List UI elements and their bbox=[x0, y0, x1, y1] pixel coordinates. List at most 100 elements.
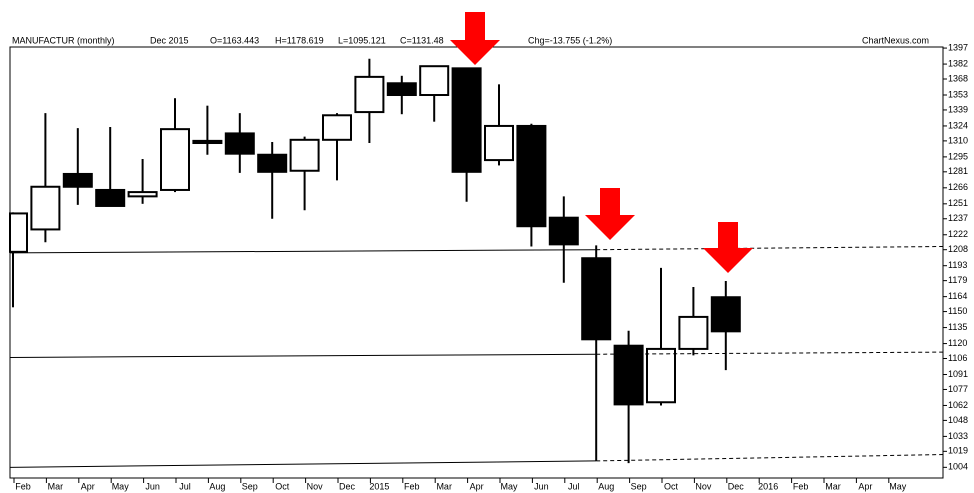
x-tick-label: Apr bbox=[858, 481, 872, 491]
x-tick-label: Mar bbox=[48, 481, 64, 491]
y-tick-label: 1150 bbox=[948, 306, 967, 316]
y-tick-label: 1019 bbox=[948, 446, 968, 456]
arrows bbox=[450, 12, 753, 273]
x-tick-label: Nov bbox=[695, 481, 712, 491]
arrow bbox=[585, 188, 635, 240]
candle-body bbox=[386, 82, 417, 97]
y-tick-label: 1295 bbox=[948, 151, 968, 161]
header-change: Chg=-13.755 (-1.2%) bbox=[528, 35, 612, 45]
x-tick-label: 2016 bbox=[758, 481, 778, 491]
x-tick-label: 2015 bbox=[369, 481, 389, 491]
x-tick-label: Nov bbox=[307, 481, 324, 491]
y-tick-label: 1033 bbox=[948, 431, 968, 441]
symbol: MANUFACTUR (monthly) bbox=[12, 35, 115, 45]
candle-body bbox=[451, 67, 482, 173]
candle-body bbox=[646, 347, 676, 404]
y-tick-label: 1135 bbox=[948, 322, 967, 332]
candle-body bbox=[419, 65, 450, 97]
y-tick-label: 1062 bbox=[948, 400, 968, 410]
x-tick-label: Aug bbox=[209, 481, 225, 491]
x-tick-label: May bbox=[112, 481, 130, 491]
candle-body bbox=[678, 315, 709, 350]
candle-body bbox=[484, 124, 514, 162]
x-tick-label: Feb bbox=[404, 481, 420, 491]
x-tick-label: Sep bbox=[242, 481, 258, 491]
x-tick-label: Mar bbox=[825, 481, 841, 491]
y-tick-label: 1266 bbox=[948, 182, 968, 192]
y-tick-label: 1397 bbox=[948, 42, 968, 52]
x-tick-label: Dec bbox=[339, 481, 356, 491]
arrow bbox=[450, 12, 500, 65]
y-tick-label: 1310 bbox=[948, 135, 968, 145]
y-tick-label: 1251 bbox=[948, 198, 968, 208]
source: ChartNexus.com bbox=[862, 35, 929, 45]
x-tick-label: May bbox=[500, 481, 518, 491]
candle-body bbox=[9, 212, 28, 253]
candle-body bbox=[95, 188, 126, 207]
candle-body bbox=[127, 191, 158, 198]
y-tick-label: 1193 bbox=[948, 260, 967, 270]
y-tick-label: 1164 bbox=[948, 291, 967, 301]
y-tick-label: 1222 bbox=[948, 229, 968, 239]
header-close: C=1131.48 bbox=[400, 35, 444, 45]
y-tick-label: 1077 bbox=[948, 384, 968, 394]
candle-body bbox=[354, 75, 385, 114]
x-tick-label: Oct bbox=[664, 481, 679, 491]
x-tick-label: Apr bbox=[470, 481, 484, 491]
y-tick-label: 1179 bbox=[948, 275, 967, 285]
x-tick-label: May bbox=[889, 481, 907, 491]
candle-body bbox=[192, 139, 223, 145]
support-line bbox=[9, 249, 597, 254]
support-line-dashed bbox=[596, 351, 944, 355]
plot: 1397 1382 1368 1353 1339 1324 1310 1295 1281 1266… bbox=[9, 42, 968, 491]
support-line-dashed bbox=[596, 245, 944, 251]
header-date: Dec 2015 bbox=[150, 35, 189, 45]
header-open: O=1163.443 bbox=[210, 35, 259, 45]
y-tick-label: 1106 bbox=[948, 353, 967, 363]
y-tick-label: 1281 bbox=[948, 166, 968, 176]
x-tick-label: Mar bbox=[436, 481, 452, 491]
x-tick-label: Jul bbox=[568, 481, 580, 491]
y-tick-label: 1091 bbox=[948, 369, 968, 379]
arrow bbox=[703, 222, 753, 273]
x-tick-label: Aug bbox=[598, 481, 614, 491]
y-tick-label: 1382 bbox=[948, 58, 968, 68]
x-tick-label: Feb bbox=[15, 481, 31, 491]
candle-body bbox=[710, 296, 741, 333]
x-tick-label: Sep bbox=[631, 481, 647, 491]
y-tick-label: 1004 bbox=[948, 462, 968, 472]
x-tick-label: Apr bbox=[81, 481, 95, 491]
y-tick-label: 1353 bbox=[948, 89, 968, 99]
x-tick-label: Dec bbox=[728, 481, 745, 491]
y-tick-label: 1048 bbox=[948, 415, 968, 425]
x-tick-label: Oct bbox=[275, 481, 290, 491]
candle-body bbox=[257, 153, 288, 173]
y-tick-label: 1208 bbox=[948, 244, 968, 254]
support-line bbox=[9, 460, 597, 468]
support-line-dashed bbox=[596, 454, 944, 462]
y-tick-label: 1120 bbox=[948, 338, 967, 348]
x-tick-label: Feb bbox=[793, 481, 809, 491]
candle-body bbox=[516, 124, 547, 228]
candle-body bbox=[62, 172, 93, 188]
y-tick-label: 1237 bbox=[948, 213, 968, 223]
candle-body bbox=[581, 257, 612, 341]
support-line bbox=[9, 353, 597, 358]
y-tick-label: 1324 bbox=[948, 120, 968, 130]
x-tick-label: Jun bbox=[534, 481, 549, 491]
y-tick-label: 1368 bbox=[948, 73, 968, 83]
candle-body bbox=[289, 138, 320, 172]
candle-body bbox=[613, 344, 644, 406]
candle-body bbox=[548, 216, 579, 246]
candle-body bbox=[160, 128, 190, 191]
candle-body bbox=[224, 132, 255, 155]
candle-body bbox=[30, 185, 61, 231]
x-tick-label: Jul bbox=[179, 481, 191, 491]
header-low: L=1095.121 bbox=[338, 35, 386, 45]
header-high: H=1178.619 bbox=[275, 35, 324, 45]
candle-body bbox=[322, 114, 352, 141]
x-tick-label: Jun bbox=[145, 481, 160, 491]
y-tick-label: 1339 bbox=[948, 104, 968, 114]
